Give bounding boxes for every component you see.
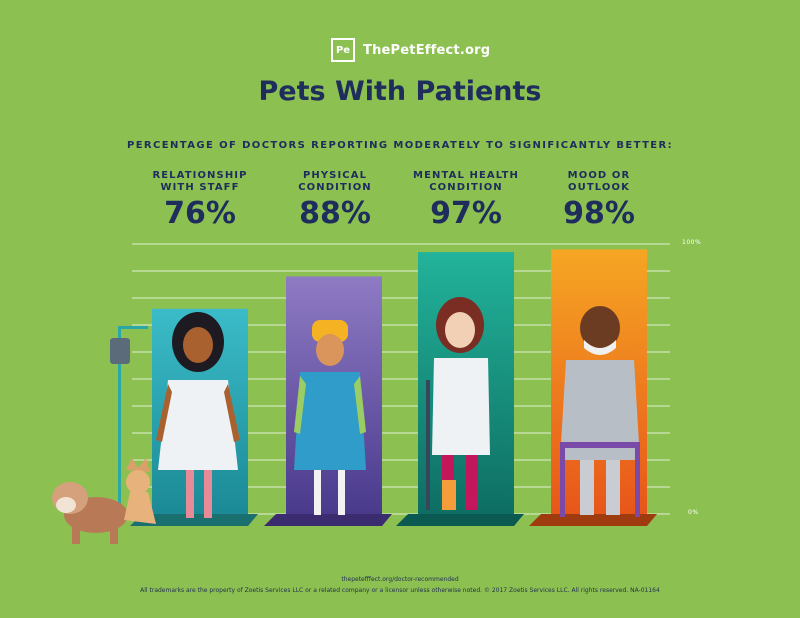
category-label-3: MENTAL HEALTH CONDITION [413, 170, 519, 193]
category-label-2: PHYSICAL CONDITION [298, 170, 372, 193]
value-label-3: 97% [430, 196, 502, 231]
axis-bottom-label: 0% [688, 509, 699, 516]
patient-illustrations [52, 297, 640, 544]
patient-figure-2 [294, 320, 366, 515]
cat-illustration [124, 458, 156, 524]
patient-figure-1 [156, 312, 240, 518]
patient-figure-3 [426, 297, 490, 510]
value-label-4: 98% [563, 196, 635, 231]
bar-floor-3 [396, 514, 524, 526]
axis-top-label: 100% [682, 239, 702, 246]
logo-mark: Pe [331, 38, 355, 62]
bar-floor-2 [264, 514, 392, 526]
patient-figure-4 [560, 306, 640, 517]
value-label-2: 88% [299, 196, 371, 231]
category-label-1: RELATIONSHIP WITH STAFF [152, 170, 248, 193]
footer-url[interactable]: thepetefffect.org/doctor-recommended [341, 576, 459, 583]
value-label-1: 76% [164, 196, 236, 231]
footer-legal: All trademarks are the property of Zoeti… [140, 587, 660, 594]
iv-stand [110, 326, 148, 518]
chart-subtitle: PERCENTAGE OF DOCTORS REPORTING MODERATE… [126, 140, 674, 151]
dog-illustration [52, 482, 128, 544]
logo: Pe ThePetEffect.org [331, 38, 490, 62]
logo-text: ThePetEffect.org [363, 42, 491, 58]
chart-title: Pets With Patients [258, 76, 542, 107]
bar-floor-1 [130, 514, 258, 526]
category-label-4: MOOD OR OUTLOOK [567, 170, 631, 193]
bars [130, 249, 657, 526]
